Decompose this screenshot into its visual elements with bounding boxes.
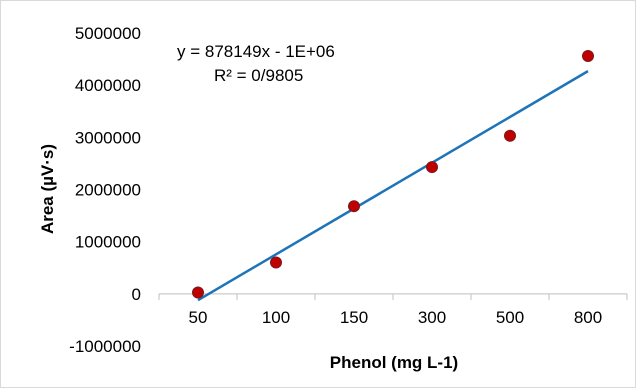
trendline-r-squared: R² = 0/9805 — [214, 66, 303, 85]
x-tick-label: 150 — [340, 308, 368, 327]
trendline — [197, 70, 589, 302]
x-tick-labels: 50 100 150 300 500 800 — [189, 308, 603, 327]
y-tick-label: 2000000 — [75, 181, 141, 200]
x-tick-label: 500 — [496, 308, 524, 327]
y-axis-title: Area (µV·s) — [38, 144, 57, 234]
y-tick-label: 4000000 — [75, 76, 141, 95]
x-tick-label: 50 — [189, 308, 208, 327]
trendline-equation: y = 878149x - 1E+06 — [177, 42, 335, 61]
y-tick-labels: 5000000 4000000 3000000 2000000 1000000 0 -100… — [69, 24, 141, 356]
x-tick-label: 100 — [262, 308, 290, 327]
y-tick-label: -1000000 — [69, 337, 141, 356]
data-point — [270, 256, 282, 269]
data-point — [426, 161, 438, 174]
data-point — [504, 129, 516, 142]
y-tick-label: 5000000 — [75, 24, 141, 43]
x-axis — [158, 293, 628, 300]
x-axis-title: Phenol (mg L-1) — [330, 353, 458, 372]
y-tick-label: 3000000 — [75, 128, 141, 147]
data-points — [192, 49, 594, 299]
data-point — [582, 49, 594, 62]
data-point — [192, 286, 204, 299]
x-tick-label: 800 — [574, 308, 602, 327]
trendline-line — [197, 70, 589, 302]
x-tick-label: 300 — [418, 308, 446, 327]
y-tick-label: 1000000 — [75, 233, 141, 252]
y-tick-label: 0 — [132, 285, 141, 304]
data-point — [348, 200, 360, 213]
